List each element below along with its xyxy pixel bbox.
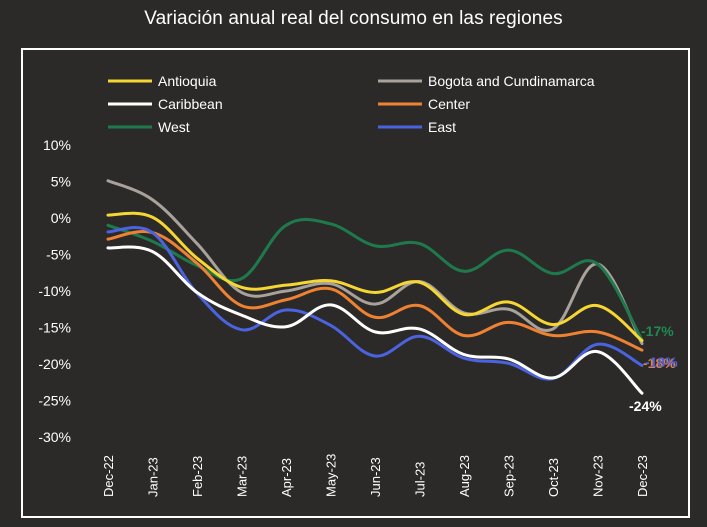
legend-label-center: Center <box>428 96 470 112</box>
x-tick-label: Dec-23 <box>635 455 650 497</box>
y-tick-label: 0% <box>51 210 71 226</box>
y-tick-label: -10% <box>38 283 71 299</box>
chart-title: Variación anual real del consumo en las … <box>144 8 563 29</box>
legend-label-caribbean: Caribbean <box>158 96 223 112</box>
series-line-west <box>106 217 644 342</box>
x-tick-label: Jan-23 <box>146 457 161 497</box>
series-line-center <box>106 230 644 352</box>
legend-label-east: East <box>428 119 456 135</box>
legend-label-antioquia: Antioquia <box>158 73 217 89</box>
x-tick-label: Feb-23 <box>190 456 205 497</box>
y-tick-label: -25% <box>38 393 71 409</box>
end-value-label: -18% <box>645 354 678 370</box>
series-line-antioquia <box>106 211 644 343</box>
series-line-bogota-and-cundinamarca <box>106 179 644 346</box>
y-tick-label: -20% <box>38 356 71 372</box>
x-tick-label: May-23 <box>324 454 339 497</box>
end-value-label: -17% <box>641 323 674 339</box>
y-tick-label: 10% <box>43 137 71 153</box>
series-line-caribbean <box>106 245 644 395</box>
x-tick-label: Jul-23 <box>413 462 428 497</box>
y-tick-label: -15% <box>38 320 71 336</box>
chart-frame <box>21 48 690 518</box>
x-tick-label: Jun-23 <box>368 457 383 497</box>
end-value-label: -24% <box>629 398 662 414</box>
y-tick-label: -5% <box>46 247 71 263</box>
x-tick-label: Dec-22 <box>101 455 116 497</box>
end-value-label: -18% <box>643 355 676 371</box>
x-tick-label: Oct-23 <box>546 458 561 497</box>
y-tick-label: -30% <box>38 429 71 445</box>
legend-label-west: West <box>158 119 190 135</box>
x-tick-label: Sep-23 <box>502 455 517 497</box>
y-tick-label: 5% <box>51 174 71 190</box>
legend-label-bogota-and-cundinamarca: Bogota and Cundinamarca <box>428 73 595 89</box>
x-tick-label: Apr-23 <box>279 458 294 497</box>
x-tick-label: Nov-23 <box>591 455 606 497</box>
x-tick-label: Mar-23 <box>235 456 250 497</box>
x-tick-label: Aug-23 <box>457 455 472 497</box>
